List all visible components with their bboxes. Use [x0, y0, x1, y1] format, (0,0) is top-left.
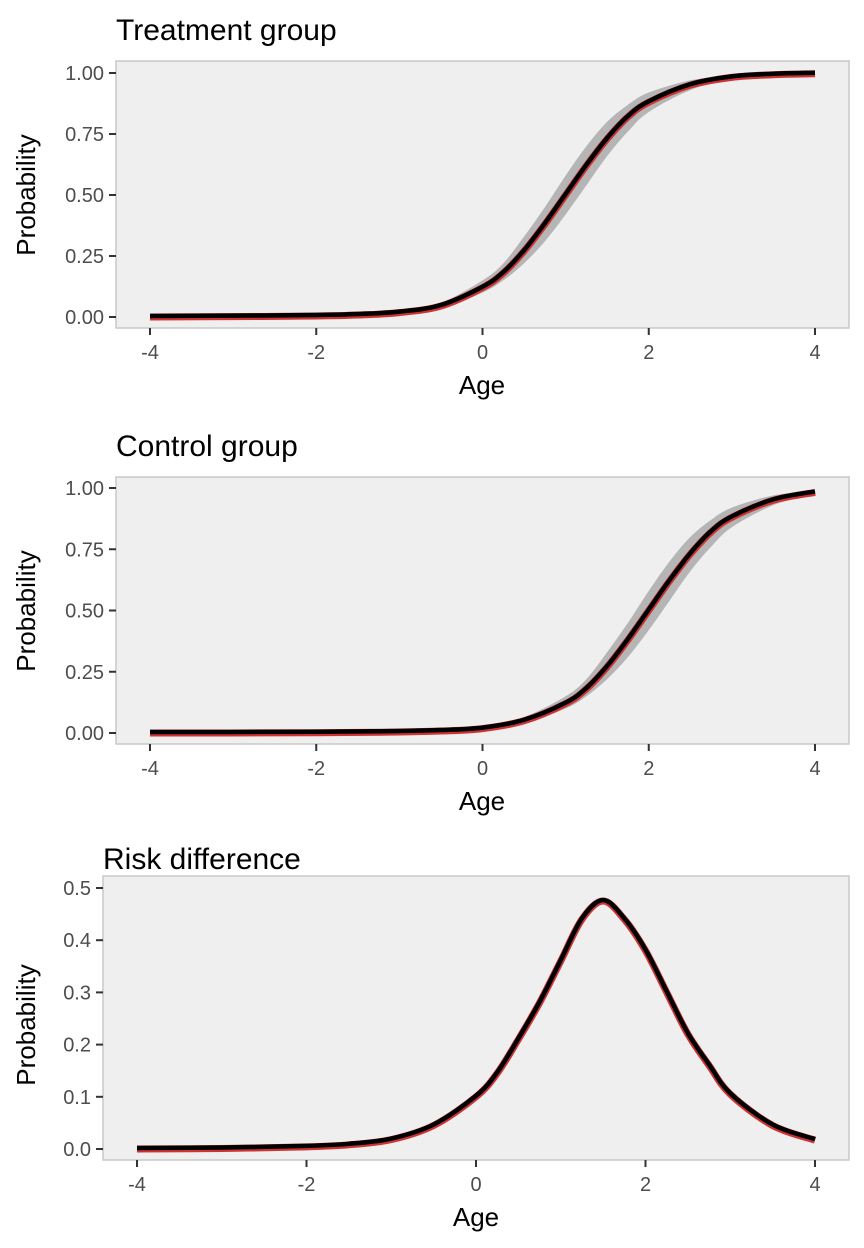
- y-tick-label: 1.00: [65, 63, 104, 85]
- y-tick-label: 0.75: [65, 539, 104, 561]
- series-line: [136, 897, 816, 1151]
- x-axis-label: Age: [459, 786, 505, 816]
- y-tick-label: 1.00: [65, 478, 104, 500]
- x-axis-label: Age: [453, 1202, 499, 1232]
- y-tick-label: 0.00: [65, 723, 104, 745]
- y-axis-label: Probability: [11, 964, 41, 1085]
- x-tick-label: 0: [470, 1174, 481, 1196]
- y-tick-label: 0.75: [65, 124, 104, 146]
- y-axis-label: Probability: [11, 550, 41, 671]
- y-tick-label: 0.00: [65, 307, 104, 329]
- confidence-band: [150, 490, 815, 734]
- series-line: [149, 489, 816, 735]
- x-tick-label: 0: [477, 342, 488, 364]
- y-tick-label: 0.5: [63, 878, 91, 900]
- series-line: [149, 70, 816, 319]
- y-tick-label: 0.25: [65, 662, 104, 684]
- y-tick-label: 0.50: [65, 185, 104, 207]
- x-axis-label: Age: [459, 370, 505, 400]
- y-tick-label: 0.0: [63, 1139, 91, 1161]
- x-tick-label: -2: [307, 342, 325, 364]
- x-tick-label: -4: [141, 758, 159, 780]
- treatment-group-panel: Treatment group 0.00 0.25 0.50 0.75 1.00 -4 -…: [11, 14, 850, 400]
- risk-difference-panel: Risk difference 0.0 0.1 0.2 0.3 0.4 0.5 -4 -2 0…: [11, 843, 850, 1232]
- x-tick-label: 4: [809, 1174, 820, 1196]
- x-tick-label: -4: [128, 1174, 146, 1196]
- x-tick-label: 2: [640, 1174, 651, 1196]
- y-tick-label: 0.1: [63, 1087, 91, 1109]
- x-tick-label: -4: [141, 342, 159, 364]
- x-tick-label: -2: [307, 758, 325, 780]
- x-tick-label: -2: [298, 1174, 316, 1196]
- y-tick-label: 0.3: [63, 982, 91, 1004]
- y-tick-label: 0.50: [65, 601, 104, 623]
- x-tick-label: 2: [643, 342, 654, 364]
- panel-title: Control group: [116, 430, 298, 463]
- y-axis-label: Probability: [11, 134, 41, 255]
- x-tick-label: 4: [809, 342, 820, 364]
- y-tick-label: 0.4: [63, 930, 91, 952]
- control-group-panel: Control group 0.00 0.25 0.50 0.75 1.00 -4 -2 0…: [11, 430, 850, 816]
- y-tick-label: 0.2: [63, 1035, 91, 1057]
- panel-title: Risk difference: [103, 843, 301, 876]
- y-tick-label: 0.25: [65, 246, 104, 268]
- panel-title: Treatment group: [116, 14, 337, 47]
- plot-area: [102, 875, 850, 1161]
- x-tick-label: 2: [643, 758, 654, 780]
- x-tick-label: 0: [477, 758, 488, 780]
- x-tick-label: 4: [809, 758, 820, 780]
